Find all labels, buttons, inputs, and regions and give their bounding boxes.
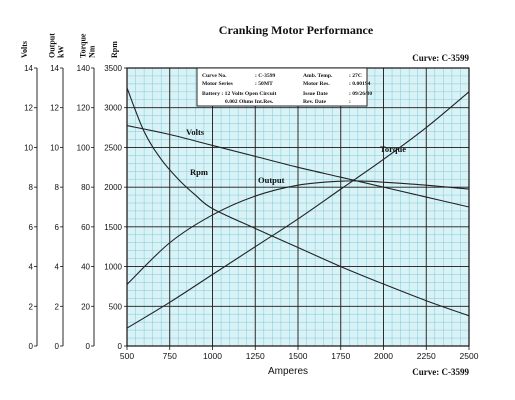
info-box-text: : 50MT bbox=[255, 81, 273, 87]
x-tick-label: 2250 bbox=[417, 351, 436, 361]
info-box-text: Motor Res. bbox=[303, 81, 330, 87]
info-box-text: : bbox=[349, 99, 351, 105]
y-tick-label: 2 bbox=[29, 302, 34, 311]
y-axis-title: Torque Nm bbox=[79, 33, 97, 58]
y-tick-label: 2 bbox=[55, 302, 60, 311]
y-axis-title-text: kW bbox=[57, 46, 66, 58]
series-label-output: Output bbox=[258, 175, 285, 185]
series-line-rpm bbox=[126, 87, 470, 317]
series-line-output bbox=[126, 180, 470, 285]
series-line-torque bbox=[126, 91, 470, 329]
info-box-text: Motor Series bbox=[202, 81, 234, 87]
info-box-text: Curve No. bbox=[202, 73, 227, 79]
x-tick-label: 1500 bbox=[289, 351, 308, 361]
y-tick-label: 500 bbox=[109, 302, 123, 311]
y-tick-label: 14 bbox=[50, 64, 59, 73]
y-tick-label: 60 bbox=[81, 223, 90, 232]
x-tick-label: 1000 bbox=[203, 351, 222, 361]
y-tick-label: 3000 bbox=[104, 104, 122, 113]
y-tick-label: 100 bbox=[77, 143, 91, 152]
x-tick-label: 500 bbox=[120, 351, 134, 361]
y-tick-label: 4 bbox=[29, 263, 34, 272]
x-tick-label: 2000 bbox=[374, 351, 393, 361]
info-box-text: Issue Date bbox=[303, 91, 328, 97]
y-tick-label: 1500 bbox=[104, 223, 122, 232]
y-tick-label: 2000 bbox=[104, 183, 122, 192]
series-line-volts bbox=[126, 125, 470, 208]
y-tick-label: 2500 bbox=[104, 143, 122, 152]
axes: 500 750 1000 1250 1500 1750 2000 2250 2500Ampere… bbox=[20, 33, 479, 377]
y-axis-title-text: Nm bbox=[88, 45, 97, 58]
y-tick-label: 12 bbox=[24, 104, 33, 113]
grid bbox=[126, 67, 470, 347]
y-tick-label: 0 bbox=[29, 342, 34, 351]
y-axis-title: Output kW bbox=[48, 33, 66, 58]
y-tick-label: 6 bbox=[55, 223, 60, 232]
chart-title: Cranking Motor Performance bbox=[219, 23, 374, 37]
y-tick-label: 10 bbox=[24, 143, 33, 152]
y-tick-label: 12 bbox=[50, 104, 59, 113]
y-axis-title-text: Rpm bbox=[110, 41, 119, 58]
info-box: Curve No. : C-3599 Amb. Temp. : 27C Motor Se… bbox=[196, 67, 372, 107]
y-tick-label: 0 bbox=[118, 342, 123, 351]
y-tick-label: 120 bbox=[77, 104, 91, 113]
info-box-text: : 27C bbox=[349, 73, 362, 79]
y-axis-title: Rpm bbox=[110, 41, 119, 58]
series-label-rpm: Rpm bbox=[190, 167, 208, 177]
y-tick-label: 3500 bbox=[104, 64, 122, 73]
curve-label-bottom: Curve: C-3599 bbox=[412, 367, 469, 377]
info-box-text: : 09/26/80 bbox=[349, 91, 372, 97]
y-tick-label: 8 bbox=[55, 183, 60, 192]
info-box-text: Battery : 12 Volts Open Circuit bbox=[202, 91, 276, 97]
y-tick-label: 10 bbox=[50, 143, 59, 152]
x-tick-label: 1250 bbox=[246, 351, 265, 361]
y-tick-label: 40 bbox=[81, 263, 90, 272]
x-tick-label: 750 bbox=[163, 351, 177, 361]
series-label-torque: Torque bbox=[380, 144, 406, 154]
x-axis-label: Amperes bbox=[268, 366, 308, 377]
y-tick-label: 0 bbox=[86, 342, 91, 351]
y-tick-label: 14 bbox=[24, 64, 33, 73]
info-box-text: Rev. Date bbox=[303, 99, 327, 105]
x-tick-label: 1750 bbox=[331, 351, 350, 361]
info-box-text: : C-3599 bbox=[255, 73, 276, 79]
series-label-volts: Volts bbox=[186, 127, 205, 137]
y-axis-title: Volts bbox=[20, 41, 29, 58]
y-axis-title-text: Torque bbox=[79, 33, 88, 58]
y-tick-label: 4 bbox=[55, 263, 60, 272]
curve-label-top: Curve: C-3599 bbox=[412, 53, 469, 63]
info-box-text: Amb. Temp. bbox=[303, 73, 333, 79]
info-box-text: 0.002 Ohms Int.Res. bbox=[225, 99, 274, 105]
y-tick-label: 0 bbox=[55, 342, 60, 351]
chart-text: Cranking Motor Performance Curve: C-3599 C… bbox=[219, 23, 470, 377]
y-axis-title-text: Volts bbox=[20, 41, 29, 58]
info-box-text: : 0.00194 bbox=[349, 81, 371, 87]
y-tick-label: 1000 bbox=[104, 263, 122, 272]
series-lines: Rpm Volts Output Torque bbox=[126, 87, 470, 329]
info-box-frame bbox=[196, 67, 368, 107]
y-tick-label: 8 bbox=[29, 183, 34, 192]
y-axis-title-text: Output bbox=[48, 33, 57, 58]
y-tick-label: 140 bbox=[77, 64, 91, 73]
y-tick-label: 80 bbox=[81, 183, 90, 192]
y-tick-label: 6 bbox=[29, 223, 34, 232]
y-tick-label: 20 bbox=[81, 302, 90, 311]
x-tick-label: 2500 bbox=[460, 351, 479, 361]
